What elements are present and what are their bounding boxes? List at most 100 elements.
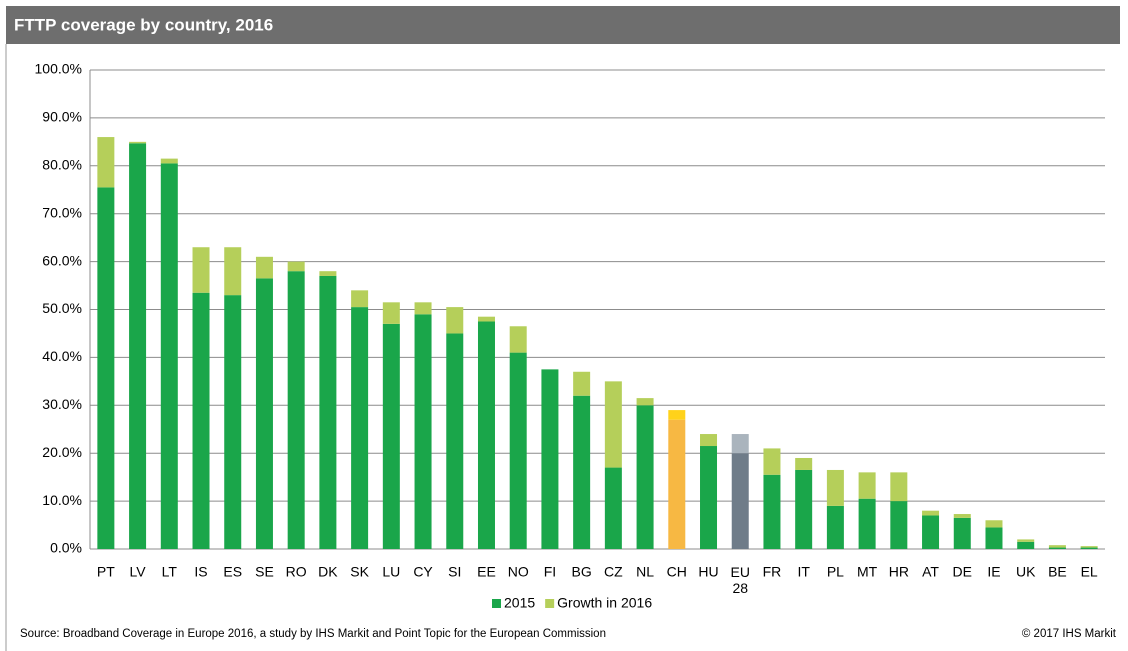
bar-segment [922, 515, 940, 549]
bar-segment [763, 448, 781, 475]
x-tick-label: IT [797, 564, 810, 580]
x-tick-label: FI [544, 564, 556, 580]
x-tick-label: DE [953, 564, 972, 580]
x-tick-label: CY [413, 564, 433, 580]
bar-segment [160, 163, 178, 549]
bar-segment [700, 446, 718, 549]
x-tick-label: LU [382, 564, 400, 580]
bar-segment [97, 187, 115, 550]
x-tick-label: UK [1016, 564, 1036, 580]
bar-segment [953, 517, 971, 549]
y-tick-label: 10.0% [42, 492, 82, 508]
x-tick-label: BG [572, 564, 592, 580]
x-tick-label: SI [448, 564, 461, 580]
bar-segment [129, 141, 147, 144]
bar-segment [795, 469, 813, 549]
y-tick-label: 100.0% [35, 61, 82, 77]
bar-segment [826, 505, 844, 549]
x-tick-label: IS [194, 564, 207, 580]
x-tick-label: PT [97, 564, 115, 580]
bar-segment [668, 410, 686, 420]
bar-segment [922, 510, 940, 516]
source: Source: Broadband Coverage in Europe 201… [20, 628, 606, 640]
x-tick-label: RO [286, 564, 307, 580]
bar-segment [351, 290, 369, 308]
bar-segment [604, 467, 622, 549]
bar-segment [573, 371, 591, 396]
bar-segment [129, 143, 147, 550]
bar-segment [573, 395, 591, 549]
y-tick-label: 20.0% [42, 444, 82, 460]
bar-segment [636, 405, 654, 549]
chart-title: FTTP coverage by country, 2016 [14, 15, 273, 34]
y-tick-label: 80.0% [42, 157, 82, 173]
bar-segment [351, 307, 369, 549]
x-tick-label: CZ [604, 564, 623, 580]
bar-segment [446, 307, 464, 334]
bar-segment [1048, 547, 1066, 549]
legend-label: 2015 [504, 595, 535, 611]
bar-segment [224, 247, 242, 296]
bar-segment [826, 469, 844, 506]
x-tick-label: CH [667, 564, 687, 580]
x-tick-label: FR [763, 564, 782, 580]
bar-segment [858, 472, 876, 499]
x-tick-label: SE [255, 564, 274, 580]
x-tick-label: BE [1048, 564, 1067, 580]
bar-segment [890, 501, 908, 549]
bar-segment [731, 434, 749, 454]
x-tick-label: MT [857, 564, 878, 580]
legend-label: Growth in 2016 [557, 595, 652, 611]
bar-segment [795, 457, 813, 470]
bar-segment [414, 302, 432, 315]
bar-segment [953, 514, 971, 518]
bar-segment [731, 453, 749, 549]
bar-segment [477, 316, 495, 322]
y-tick-label: 70.0% [42, 204, 82, 220]
y-tick-label: 40.0% [42, 348, 82, 364]
bar-segment [985, 527, 1003, 549]
x-tick-label: EE [477, 564, 496, 580]
bar-segment [382, 323, 400, 549]
y-tick-label: 90.0% [42, 109, 82, 125]
x-tick-label: EU 28 [731, 564, 750, 596]
bar-segment [1017, 539, 1035, 542]
x-tick-label: PL [827, 564, 844, 580]
bar-segment [287, 261, 305, 272]
bar-segment [1017, 541, 1035, 549]
x-tick-label: LT [162, 564, 178, 580]
y-tick-label: 0.0% [50, 540, 82, 556]
bar-segment [700, 434, 718, 447]
y-tick-label: 30.0% [42, 396, 82, 412]
bar-segment [541, 369, 559, 549]
bar-segment [255, 256, 273, 279]
bar-segment [255, 278, 273, 549]
bar-segment [446, 333, 464, 549]
bar-segment [1048, 545, 1066, 548]
y-tick-label: 60.0% [42, 252, 82, 268]
x-tick-label: NO [508, 564, 529, 580]
header-bar [6, 6, 1120, 44]
bar-segment [985, 520, 1003, 528]
bar-segment [1080, 547, 1098, 549]
bar-segment [224, 295, 242, 549]
x-tick-label: EL [1081, 564, 1098, 580]
bar-segment [287, 271, 305, 549]
copyright: © 2017 IHS Markit [1022, 628, 1117, 640]
x-tick-label: HU [698, 564, 718, 580]
bar-segment [160, 158, 178, 164]
bar-segment [1080, 546, 1098, 548]
bar-segment [509, 326, 527, 353]
y-tick-label: 50.0% [42, 300, 82, 316]
x-tick-label: ES [223, 564, 242, 580]
bar-segment [890, 472, 908, 502]
bar-segment [604, 381, 622, 468]
x-tick-label: HR [889, 564, 909, 580]
x-tick-label: NL [636, 564, 654, 580]
bar-segment [382, 302, 400, 324]
x-tick-label: AT [922, 564, 939, 580]
bar-segment [668, 419, 686, 549]
bar-segment [763, 474, 781, 549]
x-tick-label: IE [987, 564, 1000, 580]
